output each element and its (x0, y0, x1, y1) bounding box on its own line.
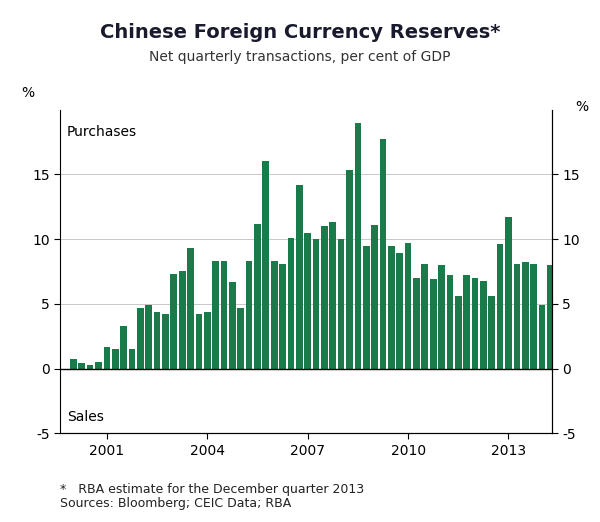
Bar (70, 360, 77, 369)
Bar (338, 239, 344, 369)
Bar (556, 265, 562, 369)
Bar (380, 139, 386, 369)
Bar (154, 312, 160, 369)
Bar (162, 314, 169, 369)
Bar (355, 123, 361, 369)
Bar (455, 296, 461, 369)
Bar (397, 253, 403, 369)
Bar (438, 265, 445, 369)
Bar (262, 161, 269, 369)
Bar (421, 264, 428, 369)
Bar (564, 304, 571, 369)
Bar (187, 248, 194, 369)
Bar (229, 282, 236, 369)
Bar (321, 226, 328, 369)
Bar (547, 265, 554, 369)
Bar (145, 305, 152, 369)
Bar (204, 312, 211, 369)
Bar (104, 347, 110, 369)
Bar (413, 278, 420, 369)
Bar (279, 264, 286, 369)
Text: Sources: Bloomberg; CEIC Data; RBA: Sources: Bloomberg; CEIC Data; RBA (60, 497, 291, 510)
Text: *   RBA estimate for the December quarter 2013: * RBA estimate for the December quarter … (60, 483, 364, 496)
Bar (480, 280, 487, 369)
Bar (522, 263, 529, 369)
Text: Net quarterly transactions, per cent of GDP: Net quarterly transactions, per cent of … (149, 50, 451, 64)
Bar (137, 307, 143, 369)
Text: Purchases: Purchases (67, 125, 137, 139)
Bar (79, 363, 85, 369)
Bar (271, 261, 278, 369)
Text: Chinese Foreign Currency Reserves*: Chinese Foreign Currency Reserves* (100, 23, 500, 42)
Bar (221, 261, 227, 369)
Y-axis label: %: % (575, 100, 588, 114)
Bar (572, 319, 579, 369)
Bar (539, 305, 545, 369)
Bar (246, 261, 253, 369)
Bar (472, 278, 478, 369)
Bar (589, 369, 596, 375)
Bar (254, 223, 261, 369)
Bar (363, 245, 370, 369)
Bar (296, 185, 302, 369)
Bar (446, 275, 453, 369)
Bar (112, 349, 119, 369)
Bar (287, 238, 294, 369)
Bar (212, 261, 219, 369)
Bar (405, 243, 412, 369)
Bar (388, 245, 395, 369)
Bar (530, 264, 537, 369)
Bar (170, 274, 177, 369)
Bar (371, 225, 378, 369)
Bar (329, 222, 336, 369)
Bar (128, 349, 136, 369)
Bar (196, 314, 202, 369)
Bar (313, 239, 319, 369)
Bar (430, 279, 437, 369)
Bar (346, 171, 353, 369)
Text: Sales: Sales (67, 410, 104, 424)
Bar (95, 362, 102, 369)
Y-axis label: %: % (22, 86, 35, 100)
Bar (580, 361, 587, 369)
Bar (505, 217, 512, 369)
Bar (597, 349, 600, 369)
Bar (497, 244, 503, 369)
Bar (120, 326, 127, 369)
Bar (488, 296, 495, 369)
Bar (463, 275, 470, 369)
Bar (87, 365, 94, 369)
Bar (238, 307, 244, 369)
Bar (179, 271, 185, 369)
Bar (514, 264, 520, 369)
Bar (304, 233, 311, 369)
